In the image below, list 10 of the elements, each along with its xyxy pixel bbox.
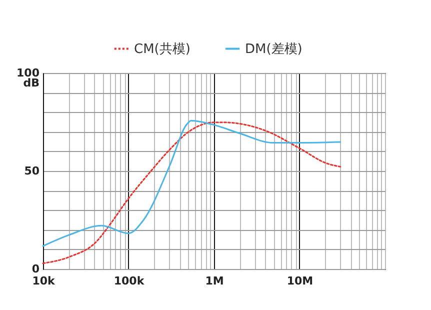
x-tick-label: 10k <box>32 274 56 288</box>
legend-label: CM(共模) <box>134 42 190 57</box>
x-tick-label: 10M <box>286 274 314 288</box>
x-tick-label: 100k <box>114 274 145 288</box>
y-tick-label: 50 <box>24 164 40 178</box>
y-tick-label: 0 <box>32 262 40 276</box>
y-axis-title: dB <box>23 76 40 90</box>
y-tick-label: 100 <box>16 66 40 80</box>
legend-label: DM(差模) <box>245 42 302 57</box>
x-tick-label: 1M <box>205 274 224 288</box>
